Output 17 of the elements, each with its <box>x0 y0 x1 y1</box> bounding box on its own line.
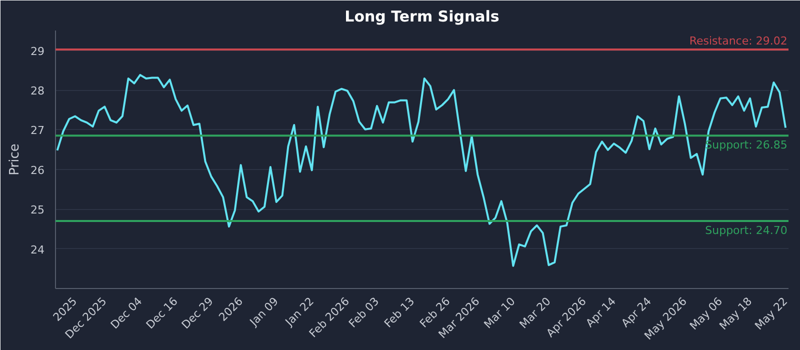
y-tick-label: 29 <box>30 44 45 58</box>
y-tick-label: 27 <box>30 124 45 138</box>
y-tick-label: 25 <box>30 204 45 217</box>
y-tick-label: 24 <box>30 243 45 256</box>
ref-line-label: Resistance: 29.02 <box>689 34 788 48</box>
y-tick-label: 28 <box>30 84 45 98</box>
x-tick-label: Dec 16 <box>144 294 180 332</box>
y-tick-label: 26 <box>30 164 45 177</box>
x-tick-label: Dec 04 <box>108 294 145 332</box>
line-series <box>56 74 787 267</box>
y-axis-title: Price <box>8 144 23 176</box>
x-tick-label: Feb 13 <box>382 294 418 330</box>
chart-title: Long Term Signals <box>344 8 500 26</box>
x-tick-label: Mar 10 <box>482 294 518 332</box>
x-tick-label: Jan 09 <box>246 294 281 330</box>
x-tick-label: Dec 29 <box>179 294 216 332</box>
ref-line-label: Support: 24.70 <box>705 224 788 238</box>
